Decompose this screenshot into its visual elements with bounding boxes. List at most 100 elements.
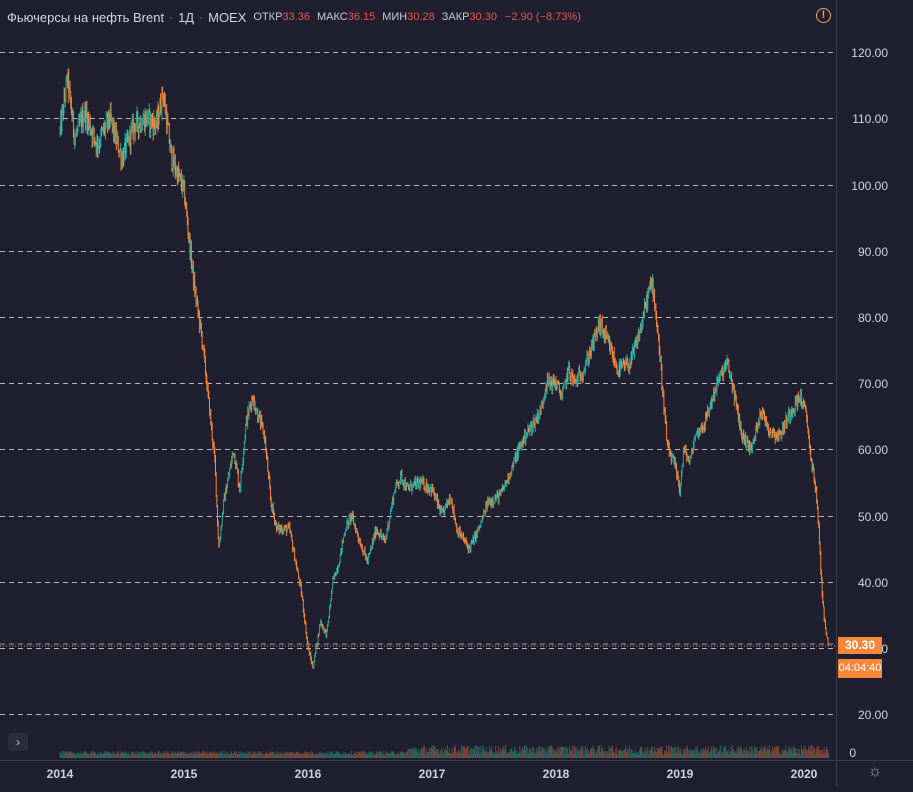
- volume-bar: [399, 752, 401, 758]
- volume-bar: [621, 751, 623, 758]
- volume-bar: [494, 754, 496, 758]
- volume-bar: [75, 752, 77, 758]
- gear-icon[interactable]: ☼: [867, 763, 883, 780]
- volume-bar: [784, 748, 786, 758]
- volume-bar: [516, 754, 518, 758]
- volume-bar: [678, 746, 680, 758]
- volume-bar: [282, 753, 284, 758]
- volume-bar: [504, 747, 506, 758]
- volume-bar: [463, 746, 465, 758]
- volume-bar: [314, 754, 316, 758]
- volume-bar: [431, 745, 433, 758]
- volume-bar: [273, 751, 275, 758]
- symbol-title[interactable]: Фьючерсы на нефть Brent: [7, 9, 165, 25]
- volume-bar: [308, 754, 310, 758]
- volume-bar: [645, 750, 647, 758]
- volume-bar: [74, 754, 76, 758]
- volume-bar: [128, 754, 130, 758]
- volume-bar: [792, 746, 794, 758]
- low-value: 30.28: [407, 11, 435, 23]
- volume-bar: [774, 746, 776, 758]
- volume-bar: [746, 750, 748, 758]
- volume-bar: [189, 752, 191, 758]
- volume-bar: [464, 748, 466, 758]
- volume-bar: [219, 754, 221, 758]
- volume-bar: [478, 746, 480, 758]
- volume-bar: [460, 745, 462, 758]
- volume-bar: [300, 753, 302, 758]
- volume-bar: [82, 751, 84, 758]
- volume-bar: [328, 754, 330, 758]
- volume-bar: [716, 754, 718, 758]
- volume-bar: [287, 752, 289, 758]
- volume-bar: [408, 749, 410, 758]
- volume-bar: [690, 749, 692, 758]
- volume-bar: [421, 747, 423, 758]
- volume-bar: [778, 751, 780, 758]
- volume-bar: [534, 752, 536, 758]
- volume-bar: [609, 748, 611, 758]
- volume-bar: [418, 753, 420, 758]
- volume-bar: [350, 753, 352, 758]
- alert-icon[interactable]: !: [816, 8, 831, 23]
- volume-bar: [365, 754, 367, 758]
- volume-bar: [422, 748, 424, 758]
- volume-bar: [809, 745, 811, 758]
- volume-bar: [738, 748, 740, 758]
- volume-bar: [491, 751, 493, 758]
- change-value: −2.90 (−8.73%): [505, 11, 581, 23]
- volume-bar: [591, 747, 593, 758]
- volume-bar: [629, 746, 631, 758]
- volume-bar: [800, 745, 802, 758]
- volume-bar: [698, 752, 700, 758]
- volume-bar: [125, 751, 127, 758]
- volume-bar: [419, 752, 421, 758]
- volume-bar: [734, 752, 736, 758]
- volume-bar: [574, 745, 576, 758]
- volume-bar: [351, 751, 353, 758]
- volume-bar: [397, 752, 399, 758]
- volume-bar: [362, 751, 364, 758]
- volume-bar: [631, 748, 633, 758]
- volume-bar: [558, 748, 560, 758]
- volume-bar: [511, 751, 513, 758]
- volume-bar: [521, 747, 523, 758]
- volume-bar: [180, 752, 182, 758]
- expand-panel-button[interactable]: ›: [8, 733, 28, 751]
- volume-bar: [364, 754, 366, 758]
- volume-bar: [281, 751, 283, 758]
- volume-bar: [697, 750, 699, 758]
- volume-bar: [194, 753, 196, 758]
- volume-bar: [188, 754, 190, 758]
- volume-bar: [275, 752, 277, 758]
- volume-bar: [737, 745, 739, 758]
- volume-bar: [351, 754, 353, 758]
- volume-bar: [184, 753, 186, 758]
- volume-bar: [553, 750, 555, 758]
- volume-bar: [781, 748, 783, 758]
- volume-bar: [235, 751, 237, 758]
- volume-bar: [230, 753, 232, 758]
- volume-bar: [686, 748, 688, 758]
- volume-bar: [302, 753, 304, 758]
- x-tick-label: 2020: [791, 767, 818, 781]
- volume-bar: [361, 752, 363, 758]
- volume-bar: [178, 753, 180, 758]
- interval-label[interactable]: 1Д: [178, 9, 195, 25]
- volume-bar: [146, 753, 148, 758]
- volume-bar: [116, 752, 118, 758]
- volume-bar: [158, 751, 160, 758]
- volume-bar: [706, 752, 708, 758]
- volume-bar: [367, 753, 369, 758]
- volume-bar: [316, 753, 318, 758]
- volume-bar: [176, 751, 178, 758]
- volume-bar: [671, 747, 673, 758]
- volume-bar: [458, 750, 460, 758]
- volume-bar: [109, 752, 111, 758]
- volume-bar: [777, 747, 779, 758]
- volume-bar: [826, 749, 828, 758]
- volume-bar: [660, 747, 662, 758]
- volume-bar: [269, 752, 271, 758]
